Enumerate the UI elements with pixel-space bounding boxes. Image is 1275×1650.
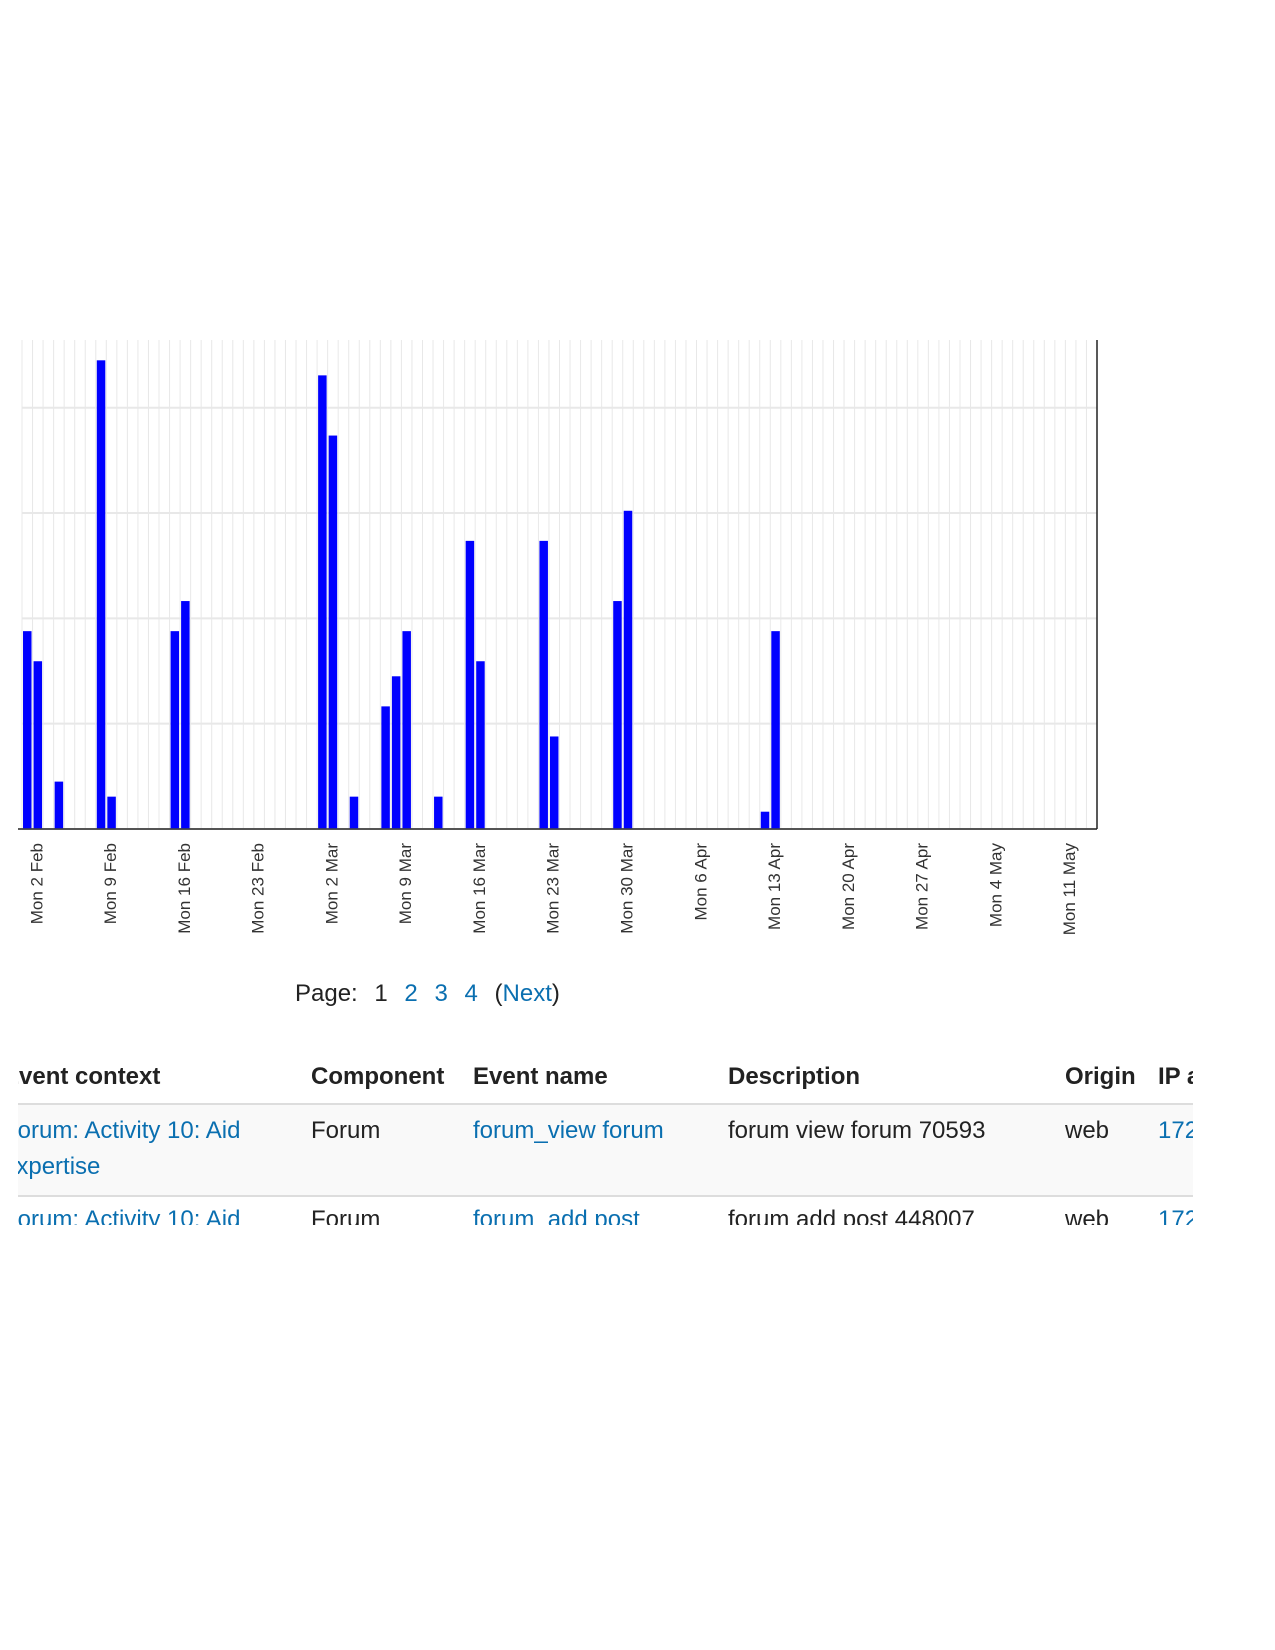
table-cell[interactable]: Forum: Activity 10: Aid expertise	[18, 1206, 241, 1225]
bar	[549, 736, 559, 829]
x-tick-label: Mon 9 Mar	[396, 843, 415, 925]
bar	[349, 796, 359, 829]
next-link[interactable]: Next	[502, 980, 552, 1007]
log-table: Event context Component Event name Descript…	[18, 1050, 1193, 1225]
bar	[381, 706, 390, 829]
x-tick-label: Mon 16 Mar	[470, 843, 489, 934]
x-tick-label: Mon 2 Mar	[322, 843, 341, 925]
row-background	[18, 1103, 1193, 1197]
page-label: Page:	[295, 980, 358, 1007]
x-tick-label: Mon 6 Apr	[691, 843, 710, 921]
bar	[434, 796, 443, 829]
table-cell: Forum	[311, 1206, 381, 1225]
column-header: Event name	[473, 1063, 608, 1090]
column-header: Event context	[18, 1063, 161, 1090]
table-cell: Forum	[311, 1117, 381, 1144]
page-link[interactable]: 2	[404, 980, 418, 1007]
page-link[interactable]: 3	[434, 980, 448, 1007]
x-tick-label: Mon 13 Apr	[765, 843, 784, 930]
column-header: IP address	[1158, 1063, 1193, 1090]
x-tick-label: Mon 11 May	[1060, 843, 1079, 936]
bar	[328, 435, 338, 829]
table-cell: forum view forum 70593	[728, 1117, 986, 1144]
chart: Mon 2 Feb Mon 9 Feb Mon 16 Feb Mon 23 Feb Mo…	[18, 340, 1098, 936]
table-cell[interactable]: Forum: Activity 10: Aid expertise	[18, 1117, 241, 1180]
x-tick-label: Mon 23 Mar	[544, 843, 563, 934]
bar	[623, 510, 633, 829]
pagination: Page: 1 2 3 4 (Next)	[295, 980, 560, 1008]
x-tick-label: Mon 4 May	[986, 843, 1005, 928]
bar	[402, 631, 411, 829]
x-tick-label: Mon 23 Feb	[249, 843, 268, 934]
bar	[54, 781, 64, 829]
bar	[613, 601, 622, 829]
bar	[318, 375, 327, 829]
table-cell[interactable]: forum_view forum	[473, 1117, 664, 1144]
bar	[391, 676, 401, 829]
bar	[96, 360, 106, 829]
bar	[170, 631, 180, 829]
paren: )	[551, 980, 560, 1007]
page-link[interactable]: 4	[464, 980, 478, 1007]
table-cell[interactable]: 172	[1158, 1117, 1193, 1144]
x-tick-label: Mon 9 Feb	[101, 843, 120, 924]
bar	[33, 661, 43, 829]
x-tick-label: Mon 30 Mar	[617, 843, 636, 934]
bar	[23, 631, 32, 829]
table-cell: forum add post 448007	[728, 1206, 975, 1225]
current-page: 1	[374, 980, 388, 1007]
table-cell: web	[1065, 1117, 1110, 1144]
column-header: Description	[728, 1063, 861, 1090]
table-cell[interactable]: 172	[1158, 1206, 1193, 1225]
bar	[539, 540, 548, 829]
bar	[476, 661, 485, 829]
bar	[465, 540, 475, 829]
column-header: Origin	[1065, 1063, 1136, 1090]
x-tick-label: Mon 2 Feb	[27, 843, 46, 924]
table-cell[interactable]: forum_add post	[473, 1206, 640, 1225]
bar	[771, 631, 780, 829]
bar	[181, 601, 190, 829]
x-tick-label: Mon 27 Apr	[913, 843, 932, 930]
table-cell: web	[1065, 1206, 1110, 1225]
bar	[107, 796, 116, 829]
bar	[760, 811, 770, 829]
column-header: Component	[311, 1063, 445, 1090]
paren: (	[494, 980, 503, 1007]
x-tick-label: Mon 16 Feb	[175, 843, 194, 934]
x-tick-label: Mon 20 Apr	[839, 843, 858, 930]
